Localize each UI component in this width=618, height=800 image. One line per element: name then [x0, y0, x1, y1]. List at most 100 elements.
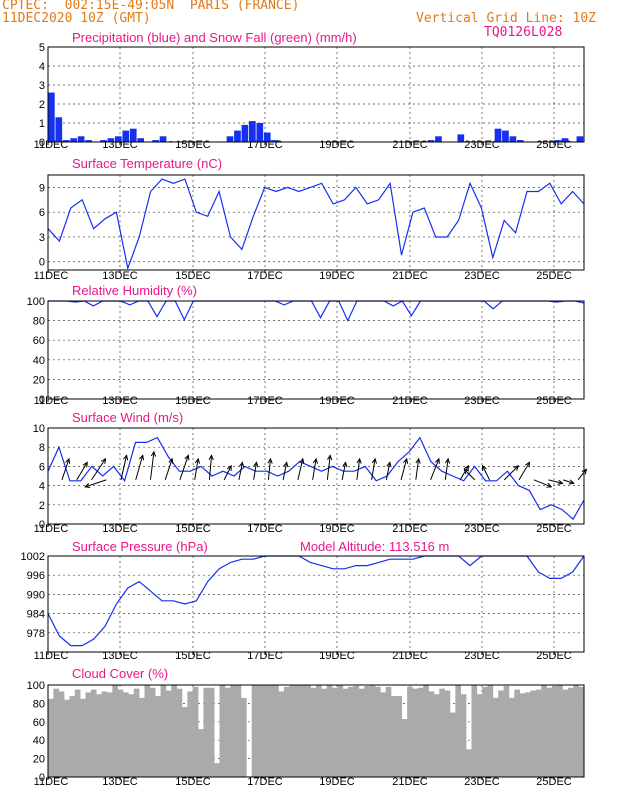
y-tick-label: 40	[33, 735, 45, 747]
panel-frame	[47, 427, 585, 525]
run-date-line: 11DEC2020 10Z (GMT)	[2, 11, 151, 26]
cloud-cover-bar	[101, 691, 108, 777]
y-tick-label: 60	[33, 335, 45, 347]
precipitation-bar	[241, 124, 249, 142]
cloud-cover-bar	[374, 686, 381, 777]
cloud-cover-bar	[321, 688, 328, 777]
x-tick-label: 17DEC	[247, 270, 283, 282]
panel-frame	[47, 555, 585, 653]
wind-arrowhead	[123, 454, 129, 461]
y-tick-label: 5	[39, 42, 45, 54]
x-tick-label: 11DEC	[34, 523, 69, 535]
wind-arrow	[253, 462, 257, 480]
cloud-cover-bar	[348, 686, 354, 777]
cloud-cover-bar	[171, 685, 177, 777]
cloud-cover-bar	[96, 694, 102, 777]
cloud-cover-bar	[342, 688, 349, 777]
temperature-title: Surface Temperature (nC)	[72, 156, 222, 171]
y-tick-label: 996	[27, 570, 45, 582]
cloud-cover-bar	[176, 688, 183, 777]
x-tick-label: 19DEC	[319, 650, 355, 662]
wind-arrowhead	[65, 457, 71, 464]
cloud-cover-bar	[203, 687, 210, 777]
precipitation-bar	[77, 136, 85, 142]
precipitation-bar	[576, 136, 584, 142]
cloud-cover-bar	[326, 685, 333, 777]
y-tick-label: 3	[39, 80, 45, 92]
wind-arrowhead	[150, 450, 157, 457]
wind-arrowhead	[464, 464, 470, 471]
data-line	[47, 436, 585, 521]
wind-arrowhead	[482, 464, 487, 471]
wind-arrowhead	[434, 457, 440, 464]
x-tick-label: 15DEC	[175, 270, 211, 282]
data-line	[48, 300, 585, 323]
y-tick-label: 6	[39, 461, 45, 473]
x-tick-label: 25DEC	[536, 270, 572, 282]
x-tick-label: 19DEC	[319, 270, 355, 282]
cloud-cover-bar	[380, 692, 386, 777]
y-tick-label: 4	[39, 61, 45, 73]
precipitation-bar	[62, 140, 70, 142]
precipitation-bar	[494, 128, 502, 142]
y-tick-label: 2	[39, 99, 45, 111]
wind-arrowhead	[139, 454, 145, 461]
wind-arrowhead	[581, 468, 588, 475]
cloud-cover-bar	[412, 688, 419, 777]
cloud-cover-bar	[358, 688, 365, 777]
cloud-cover-bar	[214, 763, 220, 777]
cloud-cover-bar	[541, 685, 547, 777]
precipitation-bar	[115, 136, 122, 142]
cloud-cover-bar	[391, 696, 397, 777]
wind-arrowhead	[299, 457, 305, 464]
x-tick-label: 15DEC	[175, 650, 211, 662]
wind-arrow	[533, 479, 552, 488]
y-tick-label: 3	[39, 232, 45, 244]
cloud-cover-bar	[482, 686, 488, 777]
precipitation-bar	[226, 136, 234, 142]
cloud-cover-bar	[273, 685, 279, 777]
x-tick-label: 13DEC	[102, 270, 138, 282]
precipitation-bar	[256, 123, 264, 142]
cloud-cover-bar	[149, 687, 156, 777]
y-tick-label: 984	[27, 609, 45, 621]
cloud-cover-bar	[278, 691, 285, 777]
cloud-cover-bar	[562, 689, 569, 777]
cloud-cover-bar	[525, 692, 531, 777]
y-tick-label: 2	[39, 500, 45, 512]
wind-arrow	[282, 462, 288, 480]
humidity-title: Relative Humidity (%)	[72, 283, 197, 298]
wind-arrowhead	[444, 457, 451, 464]
precipitation-bar	[509, 136, 517, 142]
cloud-cover-title: Cloud Cover (%)	[72, 666, 168, 681]
cloud-cover-bar	[535, 689, 542, 777]
wind-arrowhead	[356, 457, 362, 464]
wind-arrow	[164, 458, 173, 480]
wind-arrowhead	[546, 482, 553, 488]
precipitation-bar	[70, 138, 78, 142]
x-tick-label: 23DEC	[464, 776, 500, 788]
cloud-cover-bar	[165, 690, 172, 777]
wind-arrowhead	[194, 457, 201, 464]
wind-arrow	[76, 462, 88, 481]
cloud-cover-bar	[85, 692, 92, 777]
cloud-cover-bar	[423, 685, 429, 777]
cloud-cover-bar	[182, 707, 188, 777]
cloud-cover-bar	[235, 685, 242, 777]
y-tick-label: 20	[33, 374, 45, 386]
wind-arrow	[85, 479, 107, 488]
x-tick-label: 21DEC	[392, 523, 428, 535]
cloud-cover-bar	[460, 694, 467, 777]
wind-arrowhead	[168, 457, 174, 464]
wind-arrow	[326, 455, 331, 480]
cloud-cover-bar	[80, 698, 86, 777]
cloud-cover-bar	[299, 685, 306, 777]
x-tick-label: 25DEC	[536, 776, 572, 788]
x-tick-label: 13DEC	[102, 650, 138, 662]
precipitation-bar	[85, 140, 92, 142]
wind-arrow	[297, 458, 304, 480]
y-tick-label: 0	[39, 257, 45, 269]
wind-arrow	[563, 479, 574, 484]
wind-arrow	[430, 458, 440, 481]
wind-arrow	[356, 458, 361, 480]
